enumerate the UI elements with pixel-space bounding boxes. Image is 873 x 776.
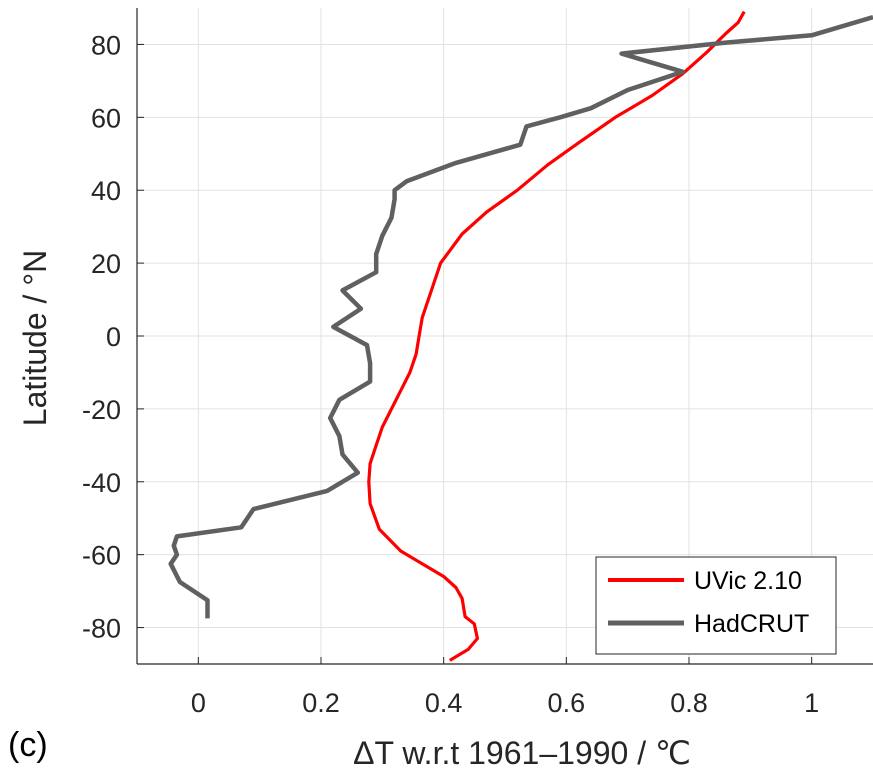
legend-label-hadcrut: HadCRUT — [694, 610, 809, 638]
y-tick-label: 20 — [91, 249, 121, 279]
y-tick-label: -20 — [82, 395, 121, 425]
y-tick-labels: 80 60 40 20 0 -20 -40 -60 -80 — [82, 30, 121, 643]
legend-label-uvic: UVic 2.10 — [694, 567, 802, 595]
y-tick-label: 80 — [91, 30, 121, 60]
y-tick-label: 40 — [91, 176, 121, 206]
axes — [136, 8, 873, 665]
x-tick-label: 0.8 — [670, 688, 708, 718]
x-axis-label: ΔT w.r.t 1961–1990 / ℃ — [353, 735, 691, 771]
x-tick-label: 0.6 — [548, 688, 586, 718]
x-tick-labels: 0 0.2 0.4 0.6 0.8 1 — [191, 688, 819, 718]
series-layer — [168, 10, 873, 662]
grid-lines — [137, 8, 873, 664]
y-tick-label: 0 — [106, 322, 121, 352]
panel-label: (c) — [8, 726, 48, 764]
x-tick-label: 0 — [191, 688, 206, 718]
x-tick-label: 0.4 — [425, 688, 463, 718]
y-tick-label: -60 — [82, 541, 121, 571]
series-line-uvic — [367, 10, 746, 662]
legend: UVic 2.10 HadCRUT — [595, 556, 837, 655]
x-tick-label: 0.2 — [302, 688, 340, 718]
y-tick-label: -80 — [82, 614, 121, 644]
y-axis-label: Latitude / °N — [17, 250, 53, 426]
y-tick-label: 60 — [91, 103, 121, 133]
y-tick-label: -40 — [82, 468, 121, 498]
series-line-hadcrut — [168, 14, 873, 619]
x-tick-label: 1 — [804, 688, 819, 718]
legend-box — [595, 556, 837, 655]
